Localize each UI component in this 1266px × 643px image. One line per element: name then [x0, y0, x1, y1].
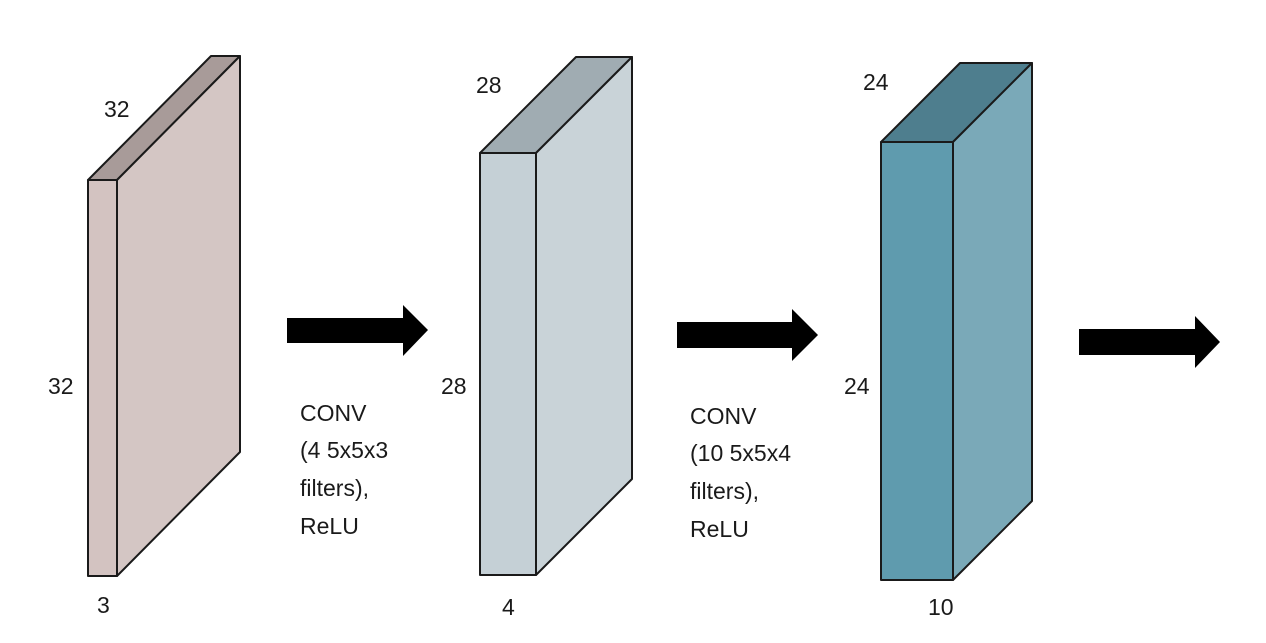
volume-3: 24 24 10: [844, 62, 1033, 620]
volume-2-front-face: [479, 152, 537, 576]
operation-1-line-1: CONV: [300, 400, 367, 426]
volume-3-width-label: 24: [863, 69, 889, 95]
volume-1-front-face: [87, 179, 118, 577]
volume-1-depth-label: 3: [97, 592, 110, 618]
operation-1-line-3: filters),: [300, 475, 369, 501]
operation-2-line-1: CONV: [690, 403, 757, 429]
operation-2-line-2: (10 5x5x4: [690, 440, 791, 466]
operation-1-line-2: (4 5x5x3: [300, 437, 388, 463]
volume-2-width-label: 28: [476, 72, 502, 98]
volume-3-front-face: [880, 141, 954, 581]
arrow-2-icon: [677, 309, 818, 361]
operation-1-line-4: ReLU: [300, 513, 359, 539]
arrow-3-icon: [1079, 316, 1220, 368]
operation-2-line-3: filters),: [690, 478, 759, 504]
volume-3-depth-label: 10: [928, 594, 954, 620]
volume-2-depth-label: 4: [502, 594, 515, 620]
volume-1-height-label: 32: [48, 373, 74, 399]
volume-1-width-label: 32: [104, 96, 130, 122]
operation-2-label: CONV (10 5x5x4 filters), ReLU: [690, 403, 797, 542]
volume-2: 28 28 4: [441, 56, 633, 620]
operation-2-line-4: ReLU: [690, 516, 749, 542]
operation-1-label: CONV (4 5x5x3 filters), ReLU: [300, 400, 395, 539]
volume-2-height-label: 28: [441, 373, 467, 399]
arrow-1-icon: [287, 305, 428, 356]
volume-3-side-face: [952, 62, 1033, 581]
volume-3-height-label: 24: [844, 373, 870, 399]
volume-1: 32 32 3: [48, 55, 241, 618]
